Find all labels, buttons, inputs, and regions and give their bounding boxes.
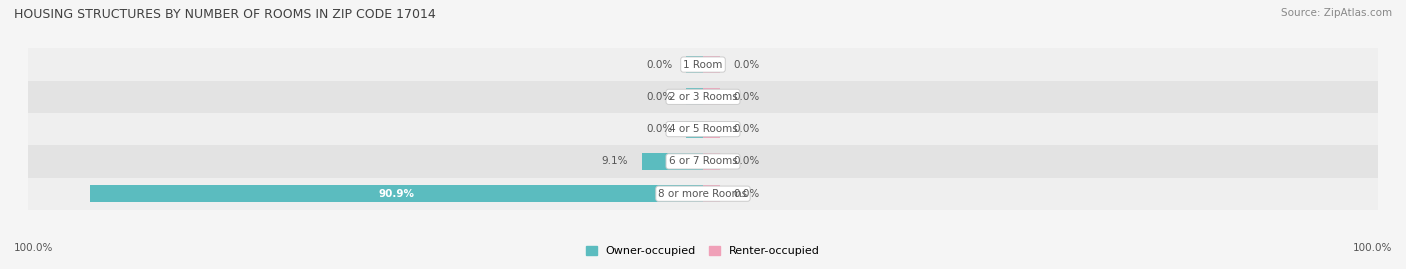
Text: 0.0%: 0.0% [734,92,759,102]
Bar [90,185,703,202]
Bar [703,153,720,170]
Bar [686,89,703,105]
Text: 0.0%: 0.0% [734,59,759,70]
Text: 100.0%: 100.0% [1353,243,1392,253]
Text: 9.1%: 9.1% [602,156,628,167]
Bar [686,56,703,73]
Bar [28,178,1378,210]
Text: HOUSING STRUCTURES BY NUMBER OF ROOMS IN ZIP CODE 17014: HOUSING STRUCTURES BY NUMBER OF ROOMS IN… [14,8,436,21]
Text: 8 or more Rooms: 8 or more Rooms [658,189,748,199]
Bar [703,89,720,105]
Text: 0.0%: 0.0% [647,59,672,70]
Text: 1 Room: 1 Room [683,59,723,70]
Text: 90.9%: 90.9% [378,189,415,199]
Bar [703,56,720,73]
Text: 100.0%: 100.0% [14,243,53,253]
Legend: Owner-occupied, Renter-occupied: Owner-occupied, Renter-occupied [581,242,825,261]
Bar [703,121,720,137]
Bar [703,185,720,202]
Bar [641,153,703,170]
Bar [28,113,1378,145]
Bar [28,81,1378,113]
Text: 0.0%: 0.0% [734,189,759,199]
Bar [686,121,703,137]
Bar [28,145,1378,178]
Text: 0.0%: 0.0% [734,124,759,134]
Text: 2 or 3 Rooms: 2 or 3 Rooms [669,92,737,102]
Text: 0.0%: 0.0% [647,124,672,134]
Bar [28,48,1378,81]
Text: 0.0%: 0.0% [734,156,759,167]
Text: 4 or 5 Rooms: 4 or 5 Rooms [669,124,737,134]
Text: 0.0%: 0.0% [647,92,672,102]
Text: Source: ZipAtlas.com: Source: ZipAtlas.com [1281,8,1392,18]
Text: 6 or 7 Rooms: 6 or 7 Rooms [669,156,737,167]
